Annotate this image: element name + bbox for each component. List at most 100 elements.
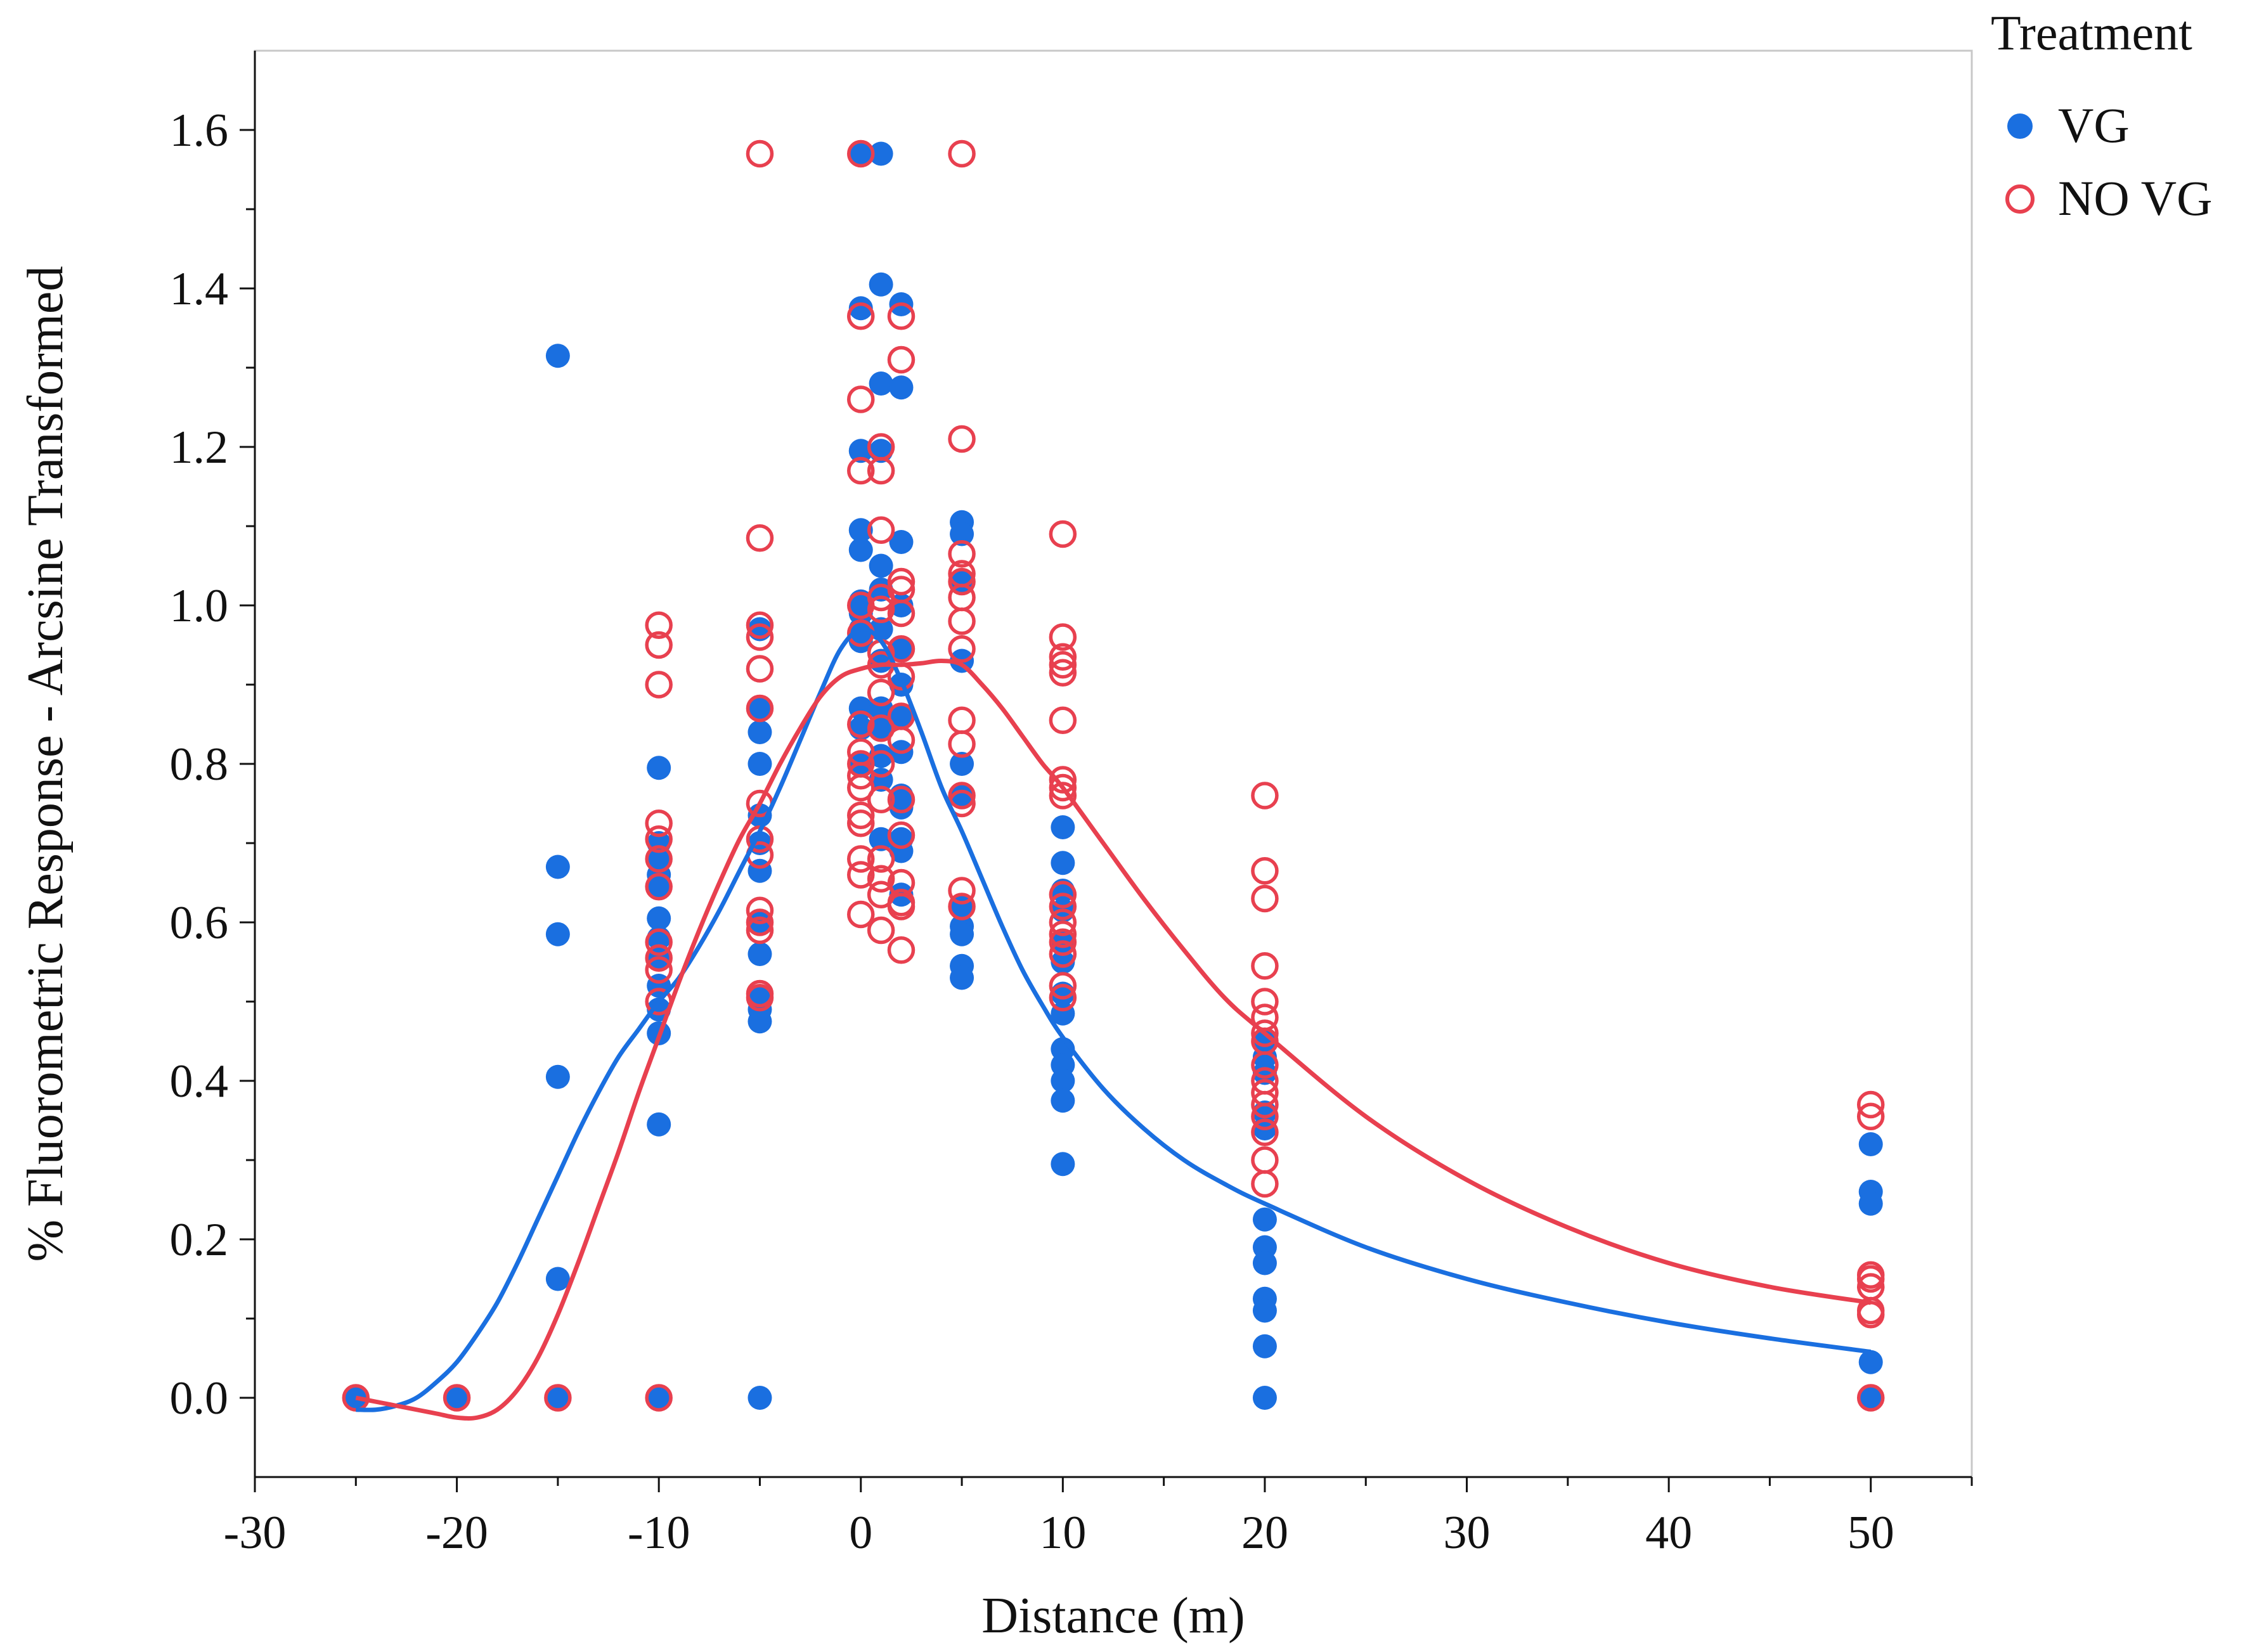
vg-point bbox=[647, 1112, 671, 1137]
novg-point bbox=[948, 607, 976, 635]
data-points bbox=[342, 139, 1885, 1412]
novg-point bbox=[645, 845, 673, 873]
vg-point bbox=[1858, 1132, 1883, 1156]
novg-point bbox=[847, 456, 875, 485]
novg-point bbox=[867, 516, 895, 544]
novg-point bbox=[746, 611, 774, 639]
vg-point bbox=[848, 518, 873, 543]
y-tick-label: 0.2 bbox=[170, 1214, 229, 1266]
novg-point bbox=[443, 1384, 471, 1412]
novg-point bbox=[948, 635, 976, 663]
x-tick-label: 20 bbox=[1241, 1507, 1288, 1559]
novg-point bbox=[746, 524, 774, 552]
novg-point bbox=[746, 984, 774, 1012]
x-tick-label: 50 bbox=[1848, 1507, 1894, 1559]
novg-point bbox=[847, 139, 875, 168]
novg-point bbox=[1856, 1102, 1885, 1130]
novg-point bbox=[1049, 623, 1077, 651]
legend-vg-marker bbox=[2007, 113, 2033, 139]
vg-point bbox=[1858, 1386, 1883, 1410]
vg-point bbox=[848, 439, 873, 463]
novg-point bbox=[887, 893, 916, 920]
novg-point bbox=[847, 762, 875, 790]
novg-point bbox=[1049, 920, 1077, 948]
novg-point bbox=[746, 908, 774, 936]
vg-point bbox=[1252, 1251, 1277, 1275]
novg-point bbox=[847, 810, 875, 837]
vg-point bbox=[848, 538, 873, 562]
novg-point bbox=[746, 139, 774, 168]
x-tick-label: -20 bbox=[425, 1507, 488, 1559]
novg-point bbox=[1049, 643, 1077, 671]
vg-point bbox=[1051, 1152, 1075, 1177]
vg-point bbox=[747, 1386, 772, 1410]
novg-point bbox=[746, 623, 774, 651]
novg-point bbox=[1049, 766, 1077, 794]
vg-point bbox=[1051, 950, 1075, 974]
vg-point bbox=[545, 1386, 570, 1410]
novg-point bbox=[645, 631, 673, 659]
vg-point bbox=[1252, 1386, 1277, 1410]
vg-point bbox=[647, 756, 671, 780]
novg-point bbox=[746, 694, 774, 723]
novg-point bbox=[948, 540, 976, 568]
legend: Treatment VG NO VG bbox=[1991, 5, 2212, 226]
novg-point bbox=[1251, 1090, 1279, 1119]
vg-point bbox=[747, 1009, 772, 1034]
fit-curves bbox=[355, 626, 1872, 1421]
y-tick-label: 0.6 bbox=[170, 897, 229, 949]
novg-point bbox=[1856, 1384, 1885, 1412]
novg-point bbox=[1049, 893, 1077, 920]
legend-novg-label: NO VG bbox=[2058, 171, 2212, 226]
x-tick-label: 30 bbox=[1444, 1507, 1491, 1559]
vg-point bbox=[869, 716, 893, 740]
vg-point bbox=[950, 965, 974, 990]
novg-point bbox=[645, 810, 673, 837]
y-axis-ticks: 0.0 0.2 0.4 0.6 0.8 1.0 1.2 1.4 1.6 bbox=[170, 105, 255, 1424]
novg-point bbox=[847, 845, 875, 873]
novg-point bbox=[948, 877, 976, 905]
vg-fit-curve bbox=[356, 626, 1872, 1412]
y-tick-label: 1.0 bbox=[170, 580, 229, 632]
vg-point bbox=[1051, 815, 1075, 839]
novg-point bbox=[1251, 857, 1279, 885]
vg-point bbox=[545, 1267, 570, 1291]
novg-point bbox=[867, 845, 895, 873]
y-tick-label: 1.4 bbox=[170, 263, 229, 315]
novg-point bbox=[948, 730, 976, 758]
vg-point bbox=[747, 696, 772, 721]
novg-point bbox=[847, 710, 875, 739]
vg-point bbox=[444, 1386, 469, 1410]
vg-point bbox=[1051, 1069, 1075, 1093]
x-tick-label: 0 bbox=[849, 1507, 872, 1559]
vg-point bbox=[1252, 1298, 1277, 1323]
novg-point bbox=[847, 801, 875, 829]
novg-point bbox=[867, 456, 895, 485]
vg-point bbox=[889, 795, 914, 820]
vg-point bbox=[545, 855, 570, 879]
vg-point bbox=[848, 296, 873, 321]
vg-point bbox=[889, 375, 914, 400]
vg-point bbox=[950, 522, 974, 546]
novg-point bbox=[1049, 773, 1077, 802]
novg-point bbox=[948, 425, 976, 453]
novg-point bbox=[867, 595, 895, 623]
novg-point bbox=[1049, 706, 1077, 734]
y-tick-label: 1.6 bbox=[170, 105, 229, 157]
vg-point bbox=[869, 272, 893, 297]
vg-point bbox=[869, 553, 893, 578]
vg-point bbox=[545, 922, 570, 946]
novg-point bbox=[948, 782, 976, 810]
y-tick-label: 0.0 bbox=[170, 1372, 229, 1424]
y-tick-label: 1.2 bbox=[170, 422, 229, 474]
novg-point bbox=[645, 671, 673, 699]
novg-point bbox=[1049, 908, 1077, 936]
novg-point bbox=[887, 936, 916, 964]
novg-point bbox=[746, 655, 774, 683]
novg-point bbox=[867, 916, 895, 945]
novg-point bbox=[1251, 884, 1279, 913]
vg-point bbox=[1252, 1207, 1277, 1232]
novg-point bbox=[645, 611, 673, 639]
novg-point bbox=[645, 944, 673, 972]
vg-point bbox=[869, 141, 893, 166]
